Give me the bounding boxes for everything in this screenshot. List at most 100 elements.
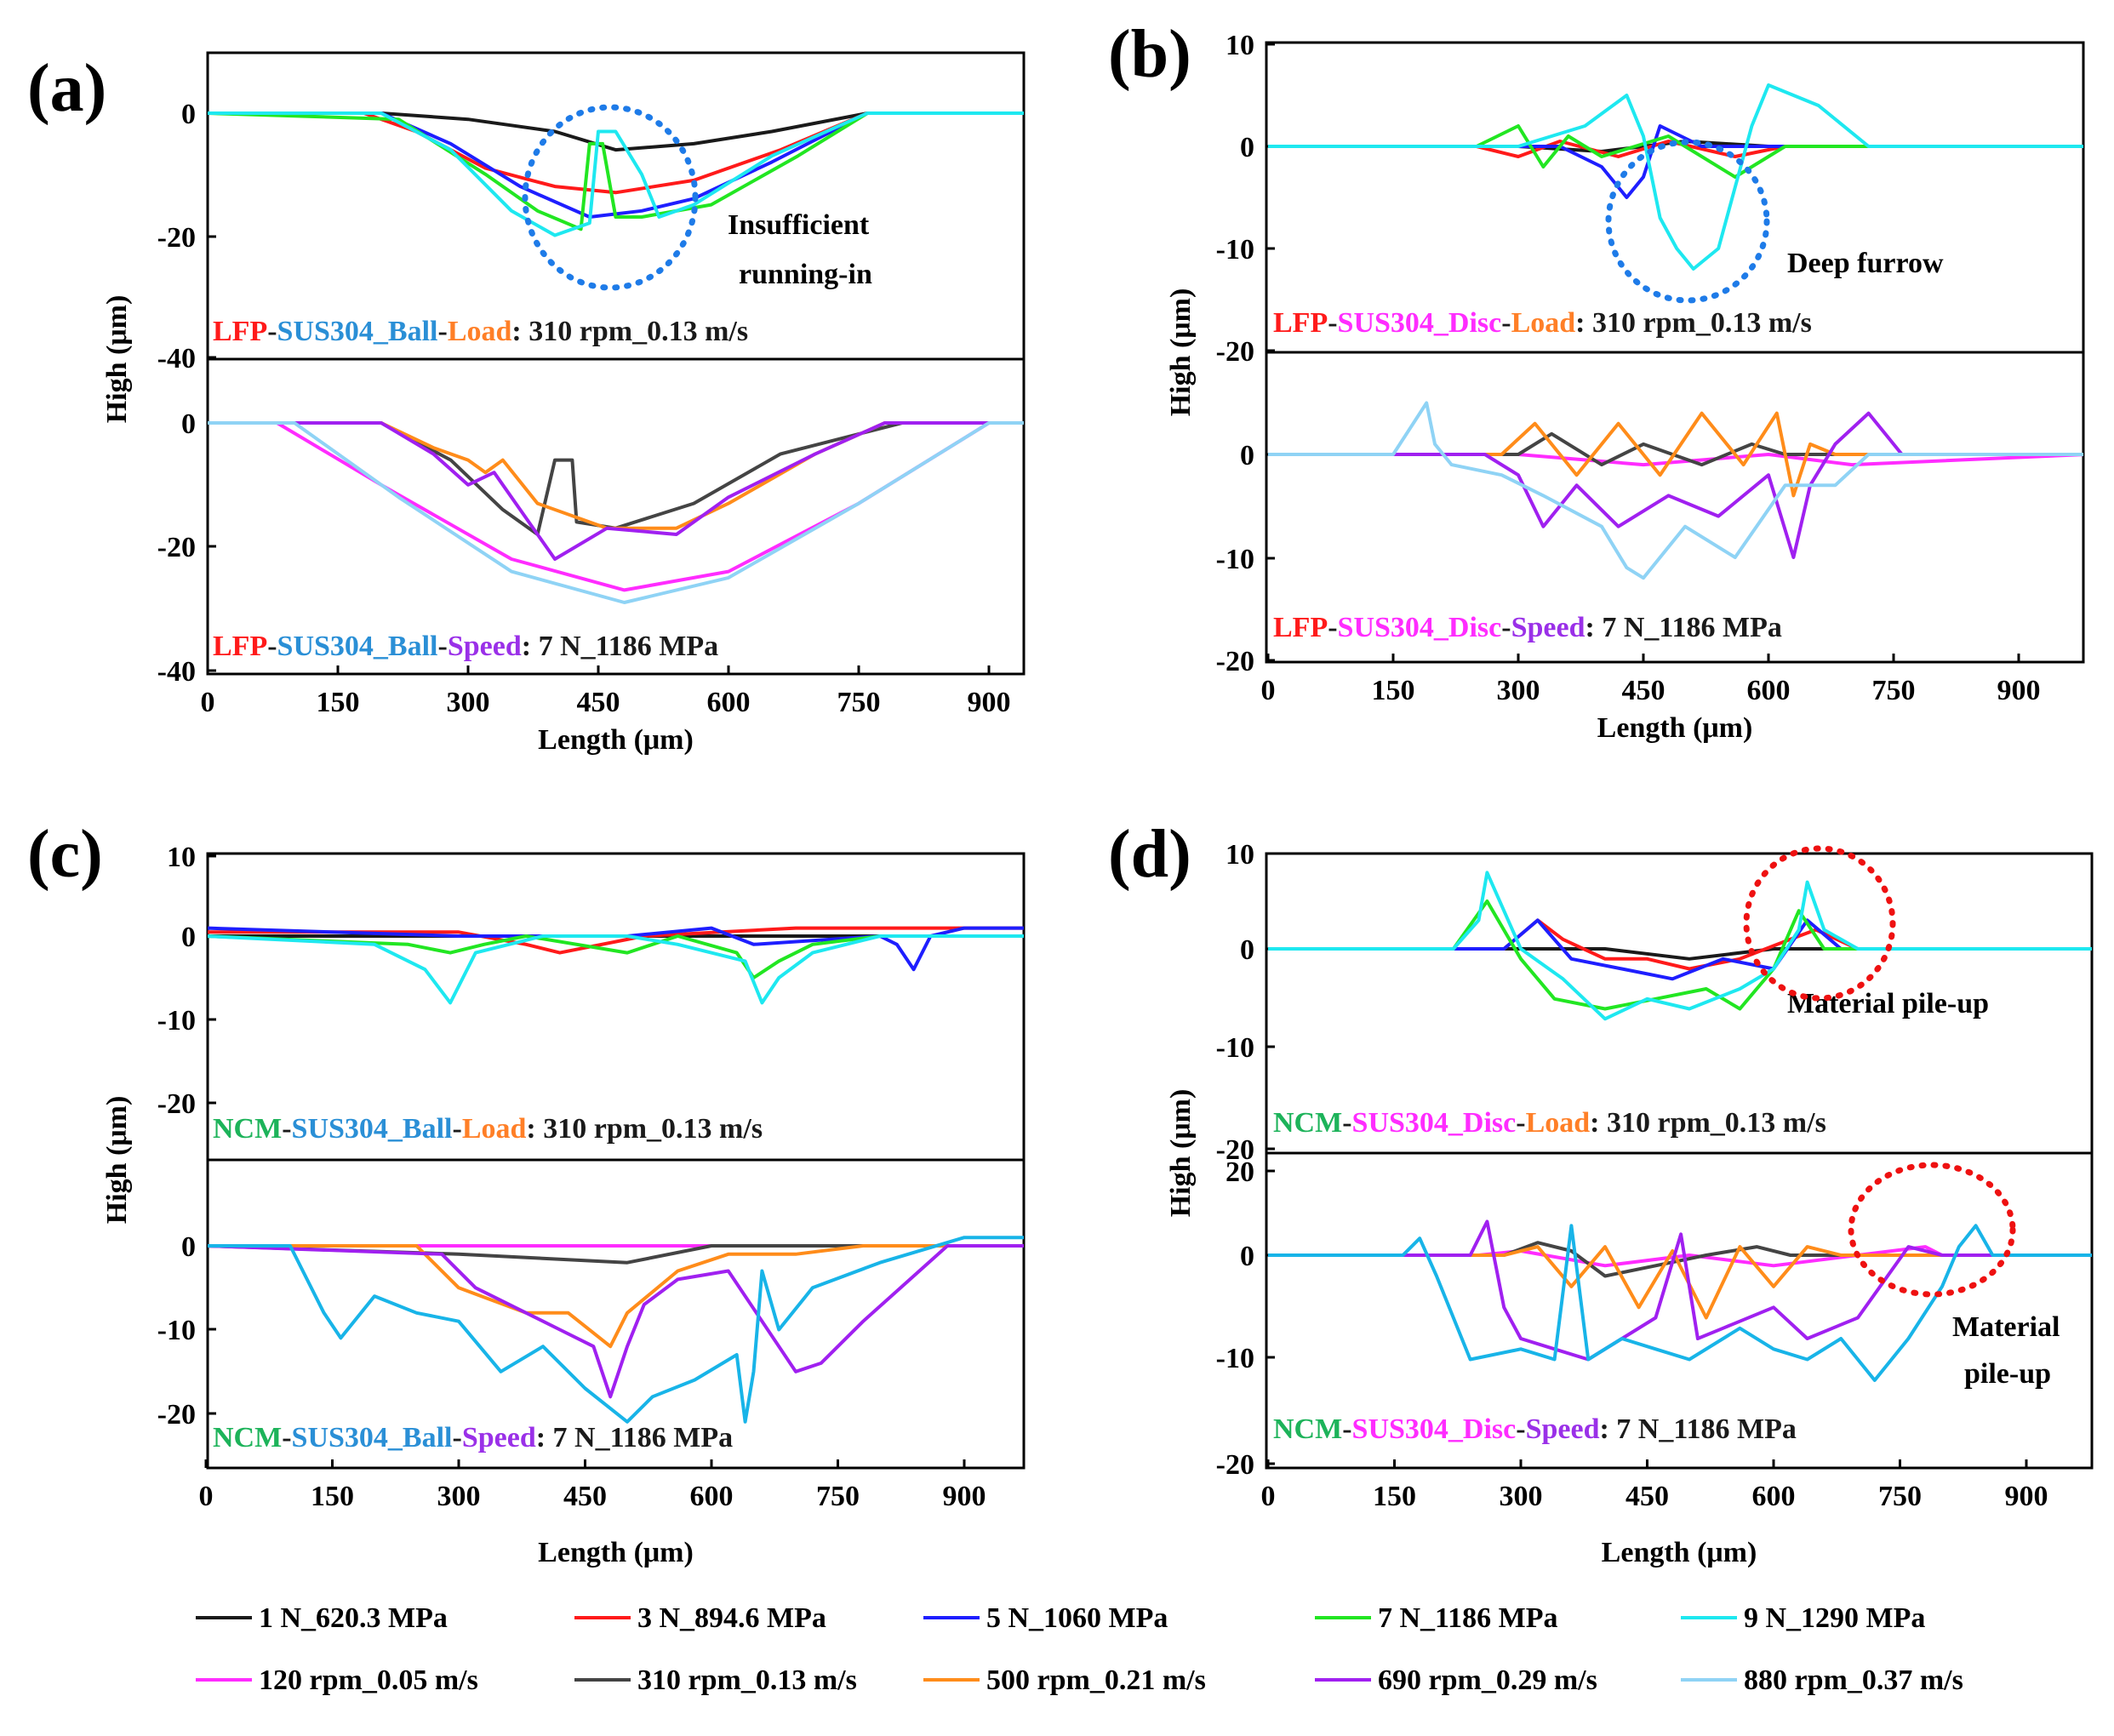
legend-item: 690 rpm_0.29 m/s <box>1315 1665 1597 1696</box>
series-line-690-rpm-0-29-m-s <box>208 421 1024 561</box>
subplot-title: LFP-SUS304_Ball-Speed: 7 N_1186 MPa <box>213 631 718 662</box>
x-tick-label: 750 <box>1872 675 1916 706</box>
legend-item: 880 rpm_0.37 m/s <box>1681 1665 1963 1696</box>
title-part: - <box>1516 1413 1525 1445</box>
y-tick-label: 0 <box>1240 1241 1254 1272</box>
legend: 1 N_620.3 MPa 3 N_894.6 MPa 5 N_1060 MPa 7 … <box>196 1602 1963 1696</box>
highlight-circle <box>1605 139 1770 304</box>
plot-frame <box>1265 41 2085 354</box>
x-tick-label: 150 <box>311 1481 354 1512</box>
legend-item: 1 N_620.3 MPa <box>196 1602 448 1634</box>
annotation-text: Material pile-up <box>1787 988 1989 1019</box>
title-part: Speed <box>1511 612 1586 643</box>
y-tick-label: 10 <box>167 842 196 873</box>
title-part: : 7 N_1186 MPa <box>1586 612 1782 643</box>
x-axis-label: Length (μm) <box>1597 712 1753 744</box>
legend-label: 690 rpm_0.29 m/s <box>1378 1665 1597 1696</box>
title-part: - <box>1501 307 1511 339</box>
series-line-500-rpm-0-21-m-s <box>208 1244 1024 1349</box>
series-line-3-n-894-6-mpa <box>208 926 1024 955</box>
title-part: Load <box>1511 307 1576 339</box>
y-tick-label: 0 <box>181 1231 196 1263</box>
title-part: Load <box>1526 1107 1591 1139</box>
y-tick-label: -20 <box>157 1399 196 1430</box>
x-tick-label: 450 <box>1625 1481 1669 1512</box>
title-part: Load <box>448 316 512 347</box>
series-line-7-n-1186-mpa <box>1268 124 2083 179</box>
title-part: SUS304_Disc <box>1338 612 1502 643</box>
legend-label: 120 rpm_0.05 m/s <box>259 1665 478 1696</box>
y-tick-label: 0 <box>181 922 196 953</box>
x-tick-label: 150 <box>1372 675 1415 706</box>
y-axis-label: High (μm) <box>101 1096 133 1225</box>
y-tick-label: -20 <box>1216 336 1254 368</box>
series-group <box>1268 1219 2092 1382</box>
legend-item: 9 N_1290 MPa <box>1681 1602 1925 1634</box>
legend-label: 3 N_894.6 MPa <box>637 1602 826 1634</box>
x-tick-label: 600 <box>1747 675 1791 706</box>
title-part: - <box>1342 1413 1351 1445</box>
y-axis-label: High (μm) <box>101 295 133 424</box>
title-part: - <box>438 316 448 347</box>
series-line-500-rpm-0-21-m-s <box>1268 1245 2092 1320</box>
legend-item: 3 N_894.6 MPa <box>574 1602 826 1634</box>
subplot-title: LFP-SUS304_Disc-Load: 310 rpm_0.13 m/s <box>1273 307 1812 339</box>
series-group <box>1268 871 2092 1021</box>
title-part: Speed <box>1526 1413 1600 1445</box>
title-part: : 310 rpm_0.13 m/s <box>1590 1107 1826 1139</box>
x-tick-label: 600 <box>1752 1481 1796 1512</box>
series-group <box>208 421 1024 604</box>
title-part: : 310 rpm_0.13 m/s <box>511 316 748 347</box>
legend-label: 1 N_620.3 MPa <box>259 1602 448 1634</box>
series-group <box>1268 83 2083 271</box>
panel-label: (d) <box>1108 817 1191 892</box>
annotation-text: Insufficient <box>728 209 870 241</box>
title-part: SUS304_Ball <box>277 631 438 662</box>
x-tick-label: 900 <box>2005 1481 2048 1512</box>
x-axis-label: Length (μm) <box>538 1537 694 1568</box>
title-part: NCM <box>1273 1107 1342 1139</box>
x-tick-label: 600 <box>707 687 751 718</box>
subplot-title: NCM-SUS304_Disc-Speed: 7 N_1186 MPa <box>1273 1413 1797 1445</box>
x-tick-label: 750 <box>1878 1481 1922 1512</box>
y-tick-label: 0 <box>181 99 196 130</box>
x-tick-label: 900 <box>943 1481 986 1512</box>
annotation-text: running-in <box>739 259 872 290</box>
series-line-7-n-1186-mpa <box>208 934 1024 979</box>
series-line-500-rpm-0-21-m-s <box>208 421 1024 530</box>
x-tick-label: 450 <box>1622 675 1665 706</box>
plot-frame <box>1265 1151 2094 1470</box>
series-line-5-n-1060-mpa <box>1268 918 2092 981</box>
title-part: Speed <box>462 1422 536 1453</box>
panel-label: (b) <box>1108 17 1191 92</box>
series-line-7-n-1186-mpa <box>1268 899 2092 1011</box>
series-line-3-n-894-6-mpa <box>208 111 1024 195</box>
x-tick-label: 300 <box>1500 1481 1543 1512</box>
y-tick-label: -20 <box>1216 646 1254 677</box>
highlight-circle <box>522 104 699 291</box>
title-part: SUS304_Disc <box>1338 307 1502 339</box>
x-tick-label: 450 <box>577 687 620 718</box>
plot-frame <box>206 1158 1026 1470</box>
x-tick-label: 750 <box>837 687 881 718</box>
y-tick-label: -40 <box>157 343 196 374</box>
title-part: - <box>1501 612 1511 643</box>
title-part: - <box>282 1113 291 1145</box>
series-line-9-n-1290-mpa <box>1268 871 2092 1021</box>
legend-label: 9 N_1290 MPa <box>1744 1602 1925 1634</box>
series-line-3-n-894-6-mpa <box>1268 140 2083 158</box>
series-line-9-n-1290-mpa <box>208 111 1024 237</box>
x-tick-label: 450 <box>563 1481 607 1512</box>
plot-frame <box>206 51 1026 361</box>
legend-label: 500 rpm_0.21 m/s <box>986 1665 1206 1696</box>
legend-item: 500 rpm_0.21 m/s <box>923 1665 1206 1696</box>
subplot-title: LFP-SUS304_Disc-Speed: 7 N_1186 MPa <box>1273 612 1782 643</box>
title-part: - <box>1342 1107 1351 1139</box>
x-tick-label: 750 <box>816 1481 860 1512</box>
series-line-310-rpm-0-13-m-s <box>208 421 1024 536</box>
